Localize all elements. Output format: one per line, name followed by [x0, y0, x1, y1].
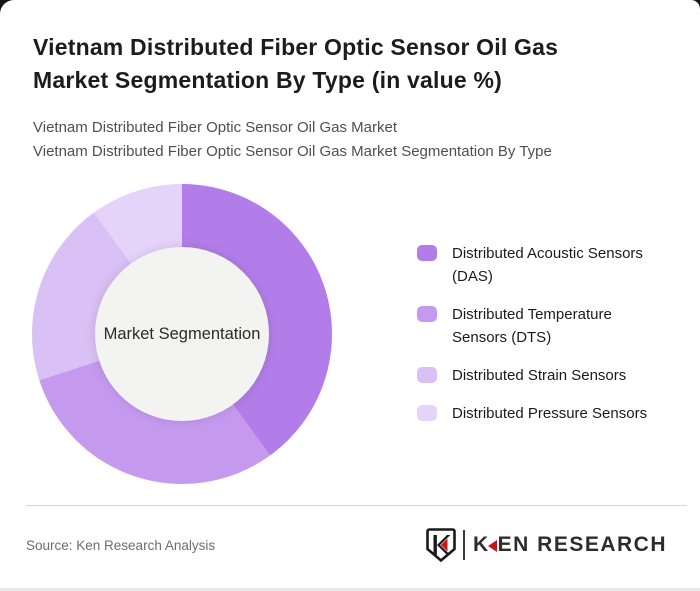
legend-swatch: [417, 405, 437, 421]
legend-item: Distributed Strain Sensors: [417, 364, 667, 387]
brand-name-rest: EN RESEARCH: [497, 533, 667, 556]
legend-swatch: [417, 245, 437, 261]
bottom-edge-strip: [0, 588, 700, 591]
ken-research-shield-k-icon: [426, 528, 456, 562]
donut-hole: Market Segmentation: [95, 247, 269, 421]
donut-chart: Market Segmentation: [32, 184, 332, 484]
source-text: Source: Ken Research Analysis: [26, 538, 216, 553]
legend-swatch: [417, 306, 437, 322]
legend-swatch: [417, 367, 437, 383]
legend-label: Distributed Temperature Sensors (DTS): [452, 306, 612, 346]
legend-label: Distributed Acoustic Sensors (DAS): [452, 245, 643, 285]
footer-divider: [26, 505, 687, 506]
legend-label: Distributed Strain Sensors: [452, 367, 627, 384]
legend-item: Distributed Temperature Sensors (DTS): [417, 303, 667, 349]
legend-item: Distributed Pressure Sensors: [417, 402, 667, 425]
subtitle-line-2: Vietnam Distributed Fiber Optic Sensor O…: [33, 143, 552, 160]
legend-item: Distributed Acoustic Sensors (DAS): [417, 242, 667, 288]
legend-label: Distributed Pressure Sensors: [452, 405, 648, 422]
brand-separator: [462, 530, 465, 560]
brand-logo: K EN RESEARCH: [426, 527, 667, 563]
page-title: Vietnam Distributed Fiber Optic Sensor O…: [33, 34, 559, 93]
chart-legend: Distributed Acoustic Sensors (DAS) Distri…: [417, 242, 667, 440]
red-triangle-icon: [487, 539, 497, 552]
brand-wordmark: K EN RESEARCH: [473, 533, 667, 557]
donut-center-label: Market Segmentation: [103, 324, 261, 343]
brand-letter-k: K: [472, 533, 490, 556]
subtitle-line-1: Vietnam Distributed Fiber Optic Sensor O…: [33, 119, 398, 136]
